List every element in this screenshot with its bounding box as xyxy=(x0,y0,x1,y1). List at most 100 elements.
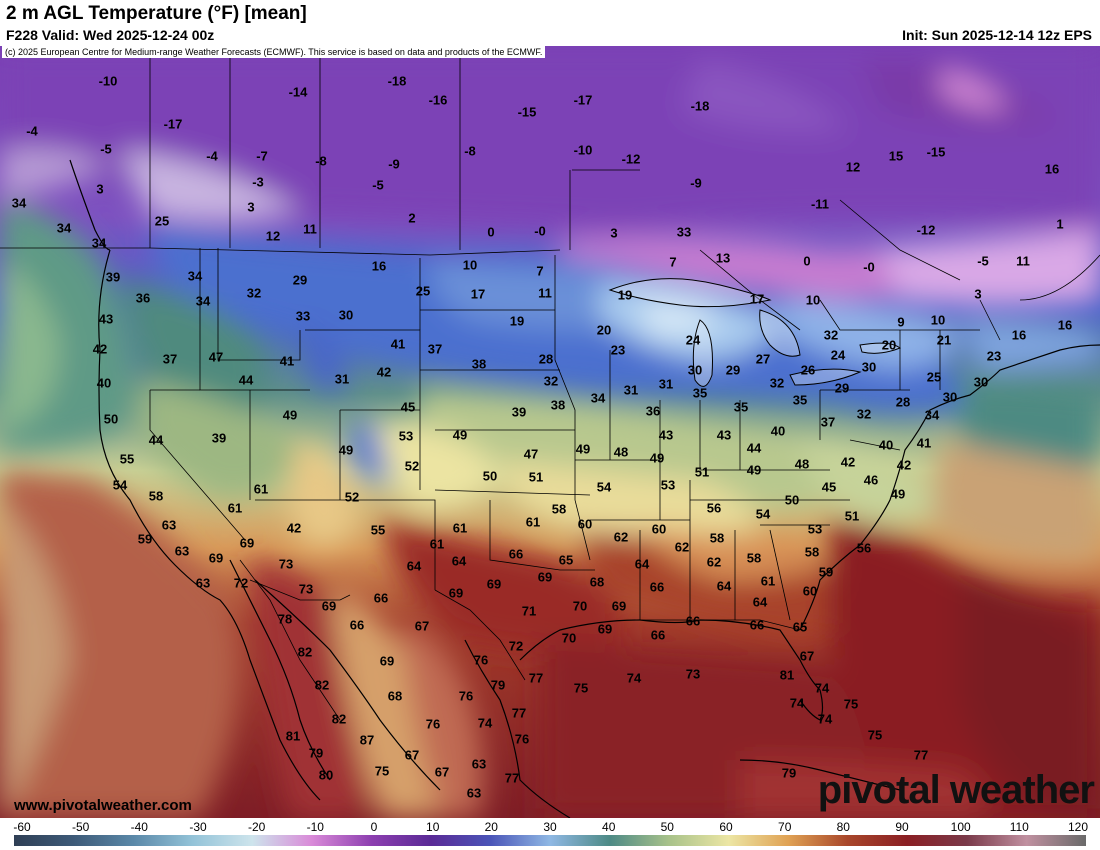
legend-tick-label: 40 xyxy=(602,820,616,834)
temperature-map[interactable]: -10 -14 -18 -16 -15 -17 -18 -4 -17 -5 -4 -7 -8 -9 -8 -1… xyxy=(0,46,1100,818)
great-lakes xyxy=(608,278,901,387)
temperature-label: 69 xyxy=(612,598,626,613)
temperature-label: 13 xyxy=(716,250,730,265)
temperature-label: -18 xyxy=(691,98,710,113)
temperature-label: 25 xyxy=(927,369,941,384)
temperature-label: 68 xyxy=(388,688,402,703)
temperature-label: 49 xyxy=(891,486,905,501)
temperature-label: 16 xyxy=(1045,161,1059,176)
temperature-label: 34 xyxy=(92,235,107,250)
temperature-label: -10 xyxy=(574,142,593,157)
legend-tick-label: 50 xyxy=(661,820,675,834)
temperature-label: 67 xyxy=(435,764,449,779)
temperature-label: 36 xyxy=(136,290,150,305)
site-url[interactable]: www.pivotalweather.com xyxy=(14,797,192,814)
temperature-label: 63 xyxy=(175,543,189,558)
temperature-labels: -10 -14 -18 -16 -15 -17 -18 -4 -17 -5 -4 -7 -8 -9 -8 -1… xyxy=(12,73,1072,800)
temperature-label: 19 xyxy=(618,287,632,302)
temperature-label: 21 xyxy=(937,332,951,347)
temperature-label: 40 xyxy=(771,423,785,438)
temperature-label: 1 xyxy=(1056,216,1063,231)
temperature-label: 43 xyxy=(717,427,731,442)
temperature-label: 54 xyxy=(597,479,612,494)
temperature-label: 34 xyxy=(57,220,72,235)
temperature-label: 59 xyxy=(819,564,833,579)
temperature-label: 67 xyxy=(800,648,814,663)
temperature-label: 39 xyxy=(512,404,526,419)
temperature-label: 58 xyxy=(805,544,819,559)
temperature-label: 34 xyxy=(591,390,606,405)
temperature-label: 54 xyxy=(756,506,771,521)
temperature-label: 32 xyxy=(857,406,871,421)
temperature-label: 42 xyxy=(287,520,301,535)
temperature-label: 35 xyxy=(734,399,748,414)
temperature-label: 44 xyxy=(747,440,762,455)
temperature-label: 16 xyxy=(1012,327,1026,342)
temperature-label: 63 xyxy=(196,575,210,590)
temperature-label: 3 xyxy=(96,181,103,196)
temperature-label: 20 xyxy=(597,322,611,337)
temperature-label: 38 xyxy=(551,397,565,412)
legend-tick-label: 120 xyxy=(1068,820,1088,834)
temperature-label: 36 xyxy=(646,403,660,418)
temperature-label: 68 xyxy=(590,574,604,589)
temperature-label: 70 xyxy=(573,598,587,613)
temperature-label: -5 xyxy=(372,177,384,192)
temperature-label: 74 xyxy=(815,680,830,695)
temperature-label: 55 xyxy=(371,522,385,537)
temperature-label: 64 xyxy=(753,594,768,609)
temperature-label: 28 xyxy=(539,351,553,366)
temperature-label: 65 xyxy=(793,619,807,634)
temperature-label: 10 xyxy=(463,257,477,272)
temperature-label: 11 xyxy=(303,221,317,236)
temperature-label: 76 xyxy=(515,731,529,746)
state-borders xyxy=(0,46,1100,721)
temperature-label: 15 xyxy=(889,148,903,163)
temperature-label: -8 xyxy=(464,143,476,158)
temperature-label: 42 xyxy=(377,364,391,379)
legend-tick-label: 10 xyxy=(426,820,440,834)
legend-tick-label: 70 xyxy=(778,820,792,834)
temperature-label: 41 xyxy=(280,353,294,368)
temperature-label: -12 xyxy=(622,151,641,166)
temperature-label: 38 xyxy=(472,356,486,371)
temperature-label: 49 xyxy=(747,462,761,477)
temperature-label: 69 xyxy=(487,576,501,591)
temperature-label: 81 xyxy=(780,667,794,682)
temperature-label: 63 xyxy=(467,785,481,800)
temperature-label: 75 xyxy=(375,763,389,778)
temperature-label: -14 xyxy=(289,84,309,99)
temperature-label: 42 xyxy=(897,457,911,472)
temperature-label: 19 xyxy=(510,313,524,328)
temperature-label: 58 xyxy=(710,530,724,545)
temperature-label: 31 xyxy=(335,371,349,386)
temperature-label: 78 xyxy=(278,611,292,626)
temperature-label: 30 xyxy=(339,307,353,322)
temperature-label: -5 xyxy=(977,253,989,268)
temperature-label: 47 xyxy=(209,349,223,364)
temperature-label: 60 xyxy=(652,521,666,536)
temperature-label: -4 xyxy=(26,123,38,138)
temperature-label: 12 xyxy=(846,159,860,174)
temperature-label: 16 xyxy=(1058,317,1072,332)
temperature-label: 29 xyxy=(835,380,849,395)
color-legend: -60 -50 -40 -30 -20 -10 0 10 20 30 40 50 60 70 80 90 100… xyxy=(0,818,1100,850)
temperature-label: 51 xyxy=(845,508,859,523)
temperature-label: 62 xyxy=(675,539,689,554)
temperature-label: 11 xyxy=(538,285,552,300)
temperature-label: 37 xyxy=(428,341,442,356)
temperature-label: 55 xyxy=(120,451,134,466)
temperature-label: 33 xyxy=(677,224,691,239)
temperature-label: -18 xyxy=(388,73,407,88)
legend-tick-label: -60 xyxy=(13,820,31,834)
temperature-label: 39 xyxy=(106,269,120,284)
temperature-label: 70 xyxy=(562,630,576,645)
temperature-label: 75 xyxy=(574,680,588,695)
temperature-label: 39 xyxy=(212,430,226,445)
temperature-label: 72 xyxy=(234,575,248,590)
temperature-label: 74 xyxy=(818,711,833,726)
temperature-field xyxy=(0,46,1100,818)
temperature-label: 76 xyxy=(474,652,488,667)
legend-tick-label: -40 xyxy=(131,820,149,834)
temperature-label: 17 xyxy=(750,291,764,306)
